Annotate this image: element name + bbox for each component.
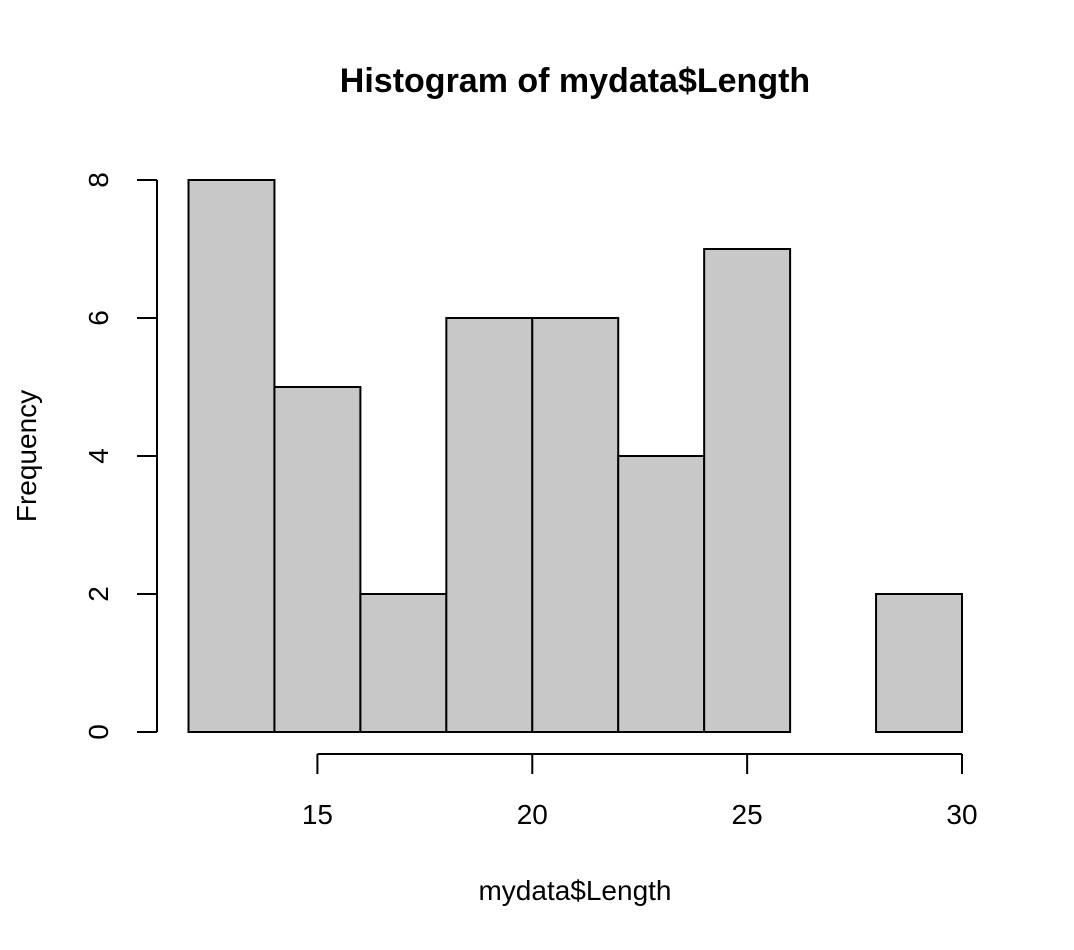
histogram-bar-18-20 [445, 317, 534, 733]
y-tick-label-2: 2 [83, 586, 114, 602]
x-axis: 15 20 25 30 [302, 753, 978, 830]
histogram-bar-20-22 [531, 317, 620, 733]
histogram-bar-12-14 [187, 179, 276, 733]
histogram-bar-14-16 [273, 386, 362, 733]
histogram-bar-28-30 [875, 593, 963, 733]
y-axis: 0 2 4 6 8 [83, 172, 158, 740]
y-tick-label-0: 0 [83, 724, 114, 740]
chart-title: Histogram of mydata$Length [340, 62, 810, 100]
histogram-bar-16-18 [359, 593, 448, 733]
x-tick-label-25: 25 [732, 799, 763, 830]
y-tick-label-4: 4 [83, 448, 114, 464]
y-axis-label: Frequency [11, 390, 42, 522]
x-axis-label: mydata$Length [478, 875, 671, 906]
x-tick-label-15: 15 [302, 799, 333, 830]
histogram-bar-22-24 [617, 455, 706, 733]
x-tick-label-20: 20 [517, 799, 548, 830]
histogram-bar-24-26 [703, 248, 792, 733]
bars-group [187, 179, 963, 733]
y-tick-label-8: 8 [83, 172, 114, 188]
x-tick-label-30: 30 [946, 799, 977, 830]
y-tick-label-6: 6 [83, 310, 114, 326]
